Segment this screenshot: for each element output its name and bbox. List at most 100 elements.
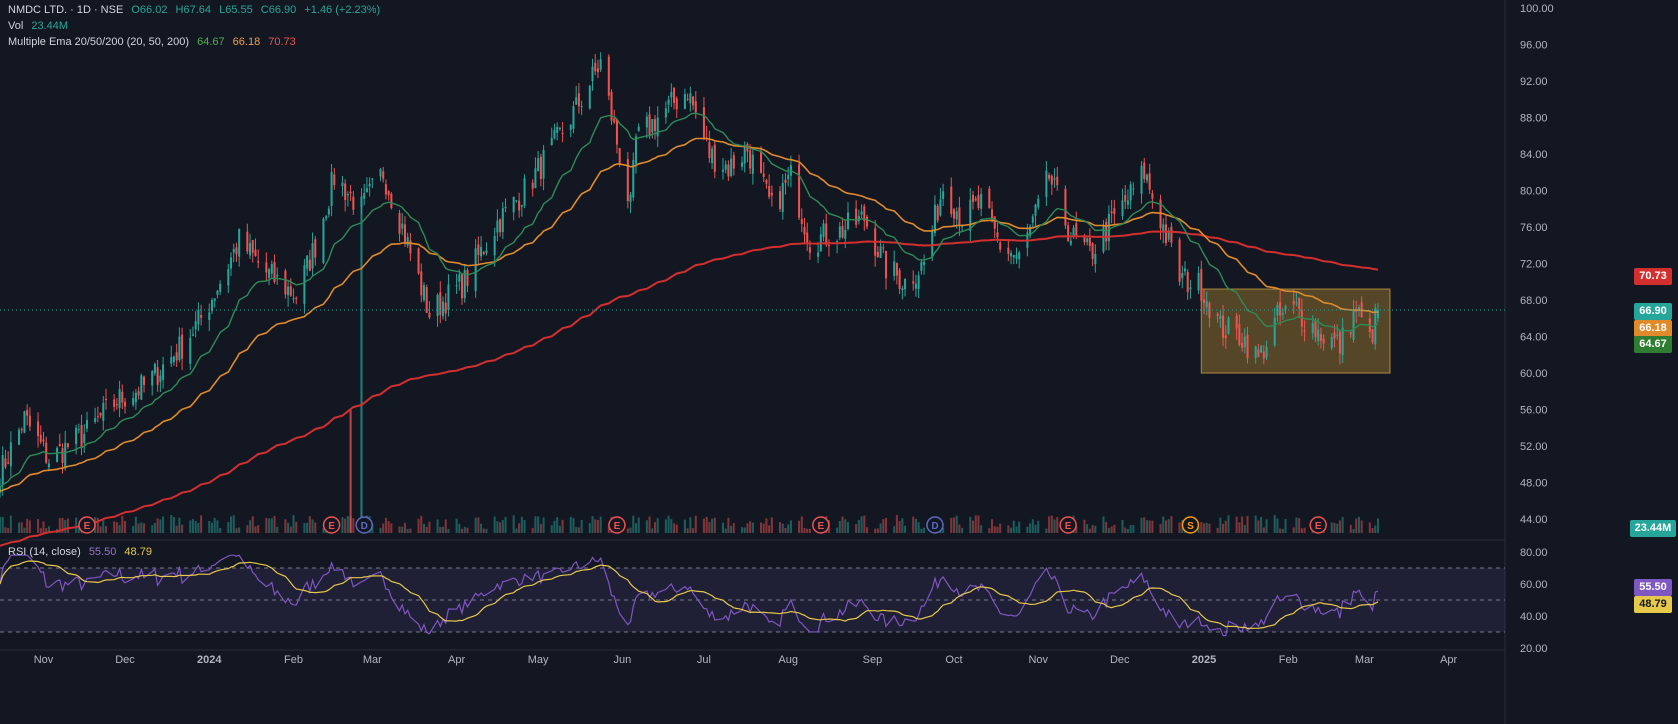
candle-body: [515, 200, 518, 202]
volume-bar: [874, 528, 877, 533]
volume-legend: Vol 23.44M: [8, 19, 73, 33]
volume-bar: [287, 522, 290, 533]
volume-bar: [9, 515, 12, 533]
candle-body: [1273, 317, 1276, 346]
volume-bar: [1083, 519, 1086, 533]
candle-body: [37, 421, 40, 437]
candle-body: [197, 309, 200, 325]
candle-body: [365, 188, 368, 193]
volume-bar: [1140, 517, 1143, 533]
volume-spike-bar: [349, 409, 352, 533]
candle-body: [1102, 225, 1105, 252]
volume-bar: [980, 525, 983, 533]
volume-bar: [1330, 522, 1333, 533]
volume-bar: [1224, 520, 1227, 533]
volume-bar: [191, 519, 194, 533]
rsi-label[interactable]: RSI (14, close): [8, 546, 81, 558]
volume-bar: [784, 528, 787, 533]
candle-body: [1031, 216, 1034, 223]
candle-body: [235, 247, 238, 255]
candle-body: [327, 208, 330, 215]
volume-bar: [384, 517, 387, 533]
candle-body: [1126, 200, 1129, 205]
candle-body: [591, 66, 594, 82]
volume-spike-bar: [360, 199, 363, 533]
rsi-value: 55.50: [88, 546, 117, 558]
volume-bar: [45, 528, 48, 533]
volume-bar: [455, 518, 458, 533]
candle-body: [213, 298, 216, 301]
candle-body: [993, 216, 996, 229]
volume-bar: [1336, 523, 1339, 533]
candle-body: [770, 192, 773, 196]
volume-bar: [1273, 515, 1276, 533]
ema20-value: 64.67: [197, 36, 225, 48]
candle-body: [817, 252, 820, 257]
candle-body: [991, 209, 994, 219]
volume-bar: [75, 517, 78, 533]
candle-body: [1227, 317, 1230, 334]
volume-bar: [550, 525, 553, 533]
volume-bar: [1048, 516, 1051, 533]
candle-body: [879, 246, 882, 258]
symbol-name[interactable]: NMDC LTD. · 1D · NSE: [8, 4, 124, 16]
price-tick-label: 44.00: [1520, 514, 1548, 526]
candle-body: [189, 337, 192, 364]
volume-bar: [257, 525, 260, 533]
candle-body: [1203, 299, 1206, 303]
volume-bar: [841, 516, 844, 533]
volume-bar: [670, 519, 673, 533]
ema200-value: 70.73: [268, 36, 296, 48]
volume-bar: [572, 518, 575, 533]
ema-label[interactable]: Multiple Ema 20/50/200 (20, 50, 200): [8, 36, 190, 48]
candle-body: [751, 154, 754, 174]
event-marker-earnings: [322, 516, 341, 534]
candle-body: [436, 294, 439, 316]
volume-bar: [1243, 524, 1246, 533]
candle-body: [1336, 334, 1339, 336]
volume-bar: [219, 527, 222, 533]
candle-body: [779, 191, 782, 209]
candle-body: [1265, 346, 1268, 358]
candle-body: [254, 249, 257, 256]
candle-body: [249, 242, 252, 256]
candle-body: [599, 59, 602, 70]
candle-body: [96, 416, 99, 418]
volume-bar: [113, 521, 116, 533]
candle-body: [838, 226, 841, 238]
event-marker-earnings: [1309, 516, 1327, 534]
volume-bar: [387, 520, 390, 533]
candle-body: [1029, 226, 1032, 236]
volume-bar: [1, 516, 4, 533]
candle-body: [1183, 268, 1187, 272]
candle-body: [732, 155, 735, 169]
volume-bar: [1105, 522, 1108, 533]
volume-bar: [708, 522, 711, 533]
volume-bar: [1260, 516, 1263, 533]
candle-body: [531, 182, 534, 189]
candle-body: [762, 173, 765, 177]
candle-body: [518, 200, 521, 211]
candle-body: [860, 211, 863, 215]
candle-body: [746, 143, 749, 152]
candle-body: [1376, 310, 1379, 319]
volume-bar: [855, 524, 858, 533]
candle-body: [1056, 176, 1059, 186]
volume-bar: [66, 518, 69, 533]
event-marker-earnings: [78, 516, 96, 534]
volume-label[interactable]: Vol: [8, 20, 24, 32]
candle-body: [539, 156, 542, 179]
volume-bar: [1357, 516, 1360, 533]
candle-body: [447, 284, 450, 311]
volume-bar: [436, 519, 439, 533]
volume-bar: [270, 518, 273, 533]
volume-bar: [732, 523, 735, 533]
volume-bar: [1031, 519, 1034, 533]
candle-body: [406, 237, 409, 246]
volume-bar: [692, 528, 695, 533]
candle-body: [1284, 306, 1287, 309]
volume-bar: [705, 517, 708, 533]
volume-bar: [140, 522, 143, 533]
volume-bar: [23, 527, 26, 533]
